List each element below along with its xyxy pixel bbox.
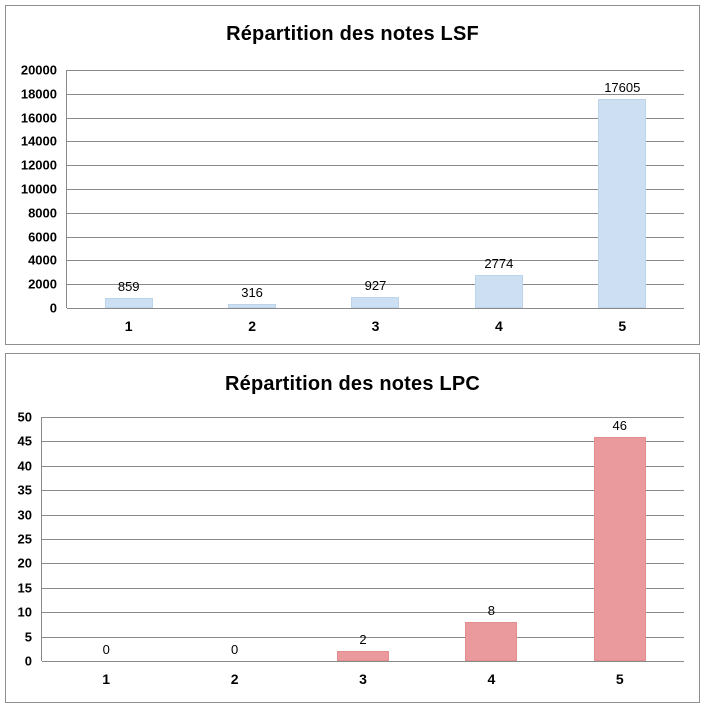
bar-value-label: 46: [612, 417, 628, 433]
y-axis-tick-label: 10000: [20, 181, 57, 197]
x-axis-tick-label: 1: [102, 671, 111, 687]
gridline: [67, 189, 684, 190]
chart-panel-lpc: Répartition des notes LPC 0 5 10 15 20 25 30 35…: [5, 353, 700, 703]
y-axis-tick-label: 45: [17, 433, 32, 449]
gridline: [67, 236, 684, 238]
gridline: [42, 661, 684, 662]
gridline: [42, 417, 684, 418]
bar-slot: 46: [556, 417, 684, 661]
bar: [228, 304, 277, 308]
bar-slot: 0: [42, 417, 170, 661]
y-axis-tick-label: 6000: [28, 229, 57, 245]
bar-value-label: 0: [102, 642, 110, 657]
gridline: [42, 465, 684, 467]
plot-area: 0 2000 4000 6000 8000 10000 12000 14000 16000 180…: [21, 64, 684, 333]
chart-panel-lsf: Répartition des notes LSF 0 2000 4000 6000 8…: [5, 5, 700, 345]
y-axis-tick-label: 0: [24, 653, 32, 669]
x-axis-tick-label: 5: [618, 318, 627, 334]
gridline: [42, 636, 684, 638]
gridline: [42, 612, 684, 614]
y-axis-tick-label: 14000: [20, 133, 57, 149]
bar: [351, 296, 400, 308]
bar-slot: 316: [190, 70, 313, 308]
bar-slot: 17605: [561, 70, 684, 308]
gridline: [67, 70, 684, 71]
gridline: [42, 490, 684, 492]
bar-slot: 2: [299, 417, 427, 661]
chart-title-lpc: Répartition des notes LPC: [224, 373, 481, 395]
x-axis-tick-label: 4: [494, 318, 503, 334]
gridline: [42, 587, 684, 589]
gridline: [67, 93, 684, 95]
bar-value-label: 17605: [604, 79, 641, 95]
bar-slot: 0: [170, 417, 298, 661]
bar-value-label: 927: [364, 277, 387, 293]
gridline: [67, 308, 684, 309]
bar-value-label: 316: [241, 285, 263, 301]
bar-slot: 927: [314, 70, 437, 308]
y-axis-tick-label: 20000: [20, 62, 57, 78]
bar-value-label: 8: [487, 602, 495, 618]
y-axis-tick-label: 12000: [20, 157, 57, 173]
x-axis-tick-label: 2: [230, 671, 239, 687]
gridline: [67, 117, 684, 119]
plot-area: 0 5 10 15 20 25 30 35 40 45 50 0 1 0 2 2 3 8 4 46 5: [18, 411, 684, 686]
gridline: [67, 260, 684, 262]
y-axis-tick-label: 4000: [28, 252, 57, 268]
x-axis-tick-label: 5: [615, 671, 624, 687]
y-axis-tick-label: 40: [17, 458, 32, 474]
y-axis-tick-label: 18000: [20, 86, 57, 102]
gridline: [42, 441, 684, 443]
y-axis-tick-label: 15: [17, 580, 32, 596]
x-axis-tick-label: 4: [487, 671, 496, 687]
bar: [465, 621, 518, 661]
gridline: [42, 539, 684, 540]
bar: [104, 297, 153, 308]
y-axis-tick-label: 5: [24, 629, 32, 645]
bar-value-label: 2: [359, 632, 367, 648]
bar-slot: 2774: [437, 70, 560, 308]
bar-value-label: 2774: [484, 256, 514, 271]
gridline: [67, 212, 684, 214]
gridline: [67, 165, 684, 167]
gridline: [42, 514, 684, 516]
bar-slot: 859: [67, 70, 190, 308]
gridline: [42, 563, 684, 565]
bar-slot: 8: [427, 417, 555, 661]
bar: [593, 436, 646, 661]
y-axis-tick-label: 25: [17, 531, 32, 547]
x-axis-tick-label: 1: [124, 318, 133, 334]
bar-value-label: 0: [230, 642, 239, 657]
bar: [598, 98, 647, 308]
chart-title-lsf: Répartition des notes LSF: [226, 23, 479, 45]
y-axis-tick-label: 35: [17, 482, 32, 498]
gridline: [67, 284, 684, 286]
y-axis-tick-label: 2000: [28, 276, 57, 292]
y-axis-tick-label: 16000: [20, 110, 57, 126]
y-axis-tick-label: 30: [17, 507, 32, 523]
y-axis-tick-label: 50: [17, 409, 32, 425]
y-axis-tick-label: 8000: [28, 205, 57, 221]
x-axis-tick-label: 2: [248, 318, 256, 334]
y-axis-tick-label: 10: [17, 604, 32, 620]
bar-value-label: 859: [117, 278, 140, 294]
bar: [336, 651, 389, 661]
gridline: [67, 141, 684, 143]
y-axis-tick-label: 20: [17, 555, 32, 571]
bar: [474, 275, 523, 308]
x-axis-tick-label: 3: [359, 671, 367, 687]
x-axis-tick-label: 3: [371, 318, 380, 334]
y-axis-tick-label: 0: [49, 300, 57, 316]
